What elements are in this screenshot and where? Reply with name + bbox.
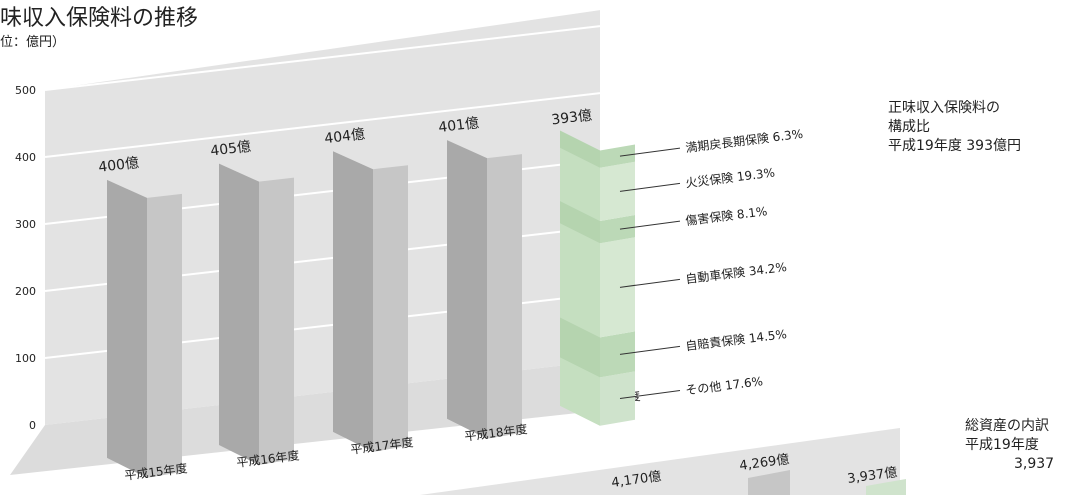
- composition-label: 自賠責保険 14.5%: [685, 326, 788, 353]
- chart2-value-label-1: 4,170億: [610, 468, 662, 491]
- composition-title-line-3: 平成19年度 393億円: [888, 138, 1021, 154]
- composition-segment-front: [560, 317, 600, 378]
- composition-segment: [600, 144, 635, 168]
- y-tick-label: 100: [15, 352, 36, 365]
- composition-segment-front: [560, 200, 600, 244]
- bar-value-label: 393億: [551, 108, 593, 129]
- composition-leader-line: [619, 220, 681, 230]
- bar-side: [147, 193, 182, 478]
- chart2-value-label-2: 4,269億: [738, 451, 790, 474]
- bar-front: [219, 163, 259, 465]
- composition-segment: [600, 161, 635, 221]
- bar-value-label: 401億: [438, 115, 480, 136]
- composition-segment: [600, 371, 635, 426]
- composition-segment-front: [560, 223, 600, 338]
- composition-label: 自動車保険 34.2%: [685, 260, 788, 286]
- bar-side: [487, 154, 522, 439]
- y-tick-label: 400: [15, 151, 36, 164]
- composition-segment: [600, 214, 635, 244]
- bar-front: [447, 140, 487, 439]
- bar-side: [259, 177, 294, 465]
- bar-value-label: 400億: [98, 155, 140, 176]
- y-tick-label: 500: [15, 84, 36, 97]
- bar-value-labels: 400億 405億 404億 401億 393億: [98, 108, 593, 176]
- composition-segment-front: [560, 130, 600, 168]
- composition-segment: [600, 237, 635, 338]
- composition-segment-front: [560, 147, 600, 221]
- chart2-subtitle-2: 3,937: [1014, 456, 1054, 472]
- y-axis-ticks: 0 100 200 300 400 500: [15, 84, 36, 432]
- chart2-value-label-3: 3,937億: [846, 464, 898, 487]
- chart-title: 味収入保険料の推移: [0, 6, 198, 31]
- grid-line: [44, 25, 601, 91]
- composition-leader-line: [619, 278, 681, 288]
- y-tick-label: 200: [15, 285, 36, 298]
- composition-labels: その他 17.6% 自賠責保険 14.5% 自動車保険 34.2% 傷害保険 8.1%…: [619, 127, 804, 400]
- bars: [107, 140, 522, 478]
- composition-leader-line: [619, 147, 681, 157]
- composition-leader-line: [619, 390, 681, 400]
- composition-segment-front: [560, 357, 600, 426]
- grid-line: [44, 92, 601, 158]
- composition-leader-line: [619, 345, 681, 355]
- y-tick-label: 0: [29, 419, 36, 432]
- composition-label: 満期戻長期保険 6.3%: [685, 127, 804, 155]
- bar-front: [333, 151, 373, 452]
- composition-title-line-2: 構成比: [888, 119, 930, 135]
- composition-label: 傷害保険 8.1%: [685, 203, 769, 228]
- composition-leader-line: [619, 182, 681, 192]
- chart2-subtitle-1: 平成19年度: [965, 437, 1039, 453]
- composition-segments: [560, 130, 635, 426]
- bar-side: [373, 165, 408, 452]
- bar-value-label: 404億: [324, 126, 366, 147]
- chart2-title: 総資産の内訳: [965, 418, 1049, 434]
- y-tick-label: 300: [15, 218, 36, 231]
- chart2-bar: [748, 470, 790, 495]
- composition-title-line-1: 正味収入保険料の: [888, 100, 1000, 116]
- composition-label: その他 17.6%: [685, 374, 764, 397]
- bar-value-label: 405億: [210, 139, 252, 160]
- composition-label: 火災保険 19.3%: [685, 165, 776, 190]
- chart-subtitle: 位：億円）: [0, 34, 65, 50]
- chart2-bar-green: [866, 479, 906, 495]
- bar-front: [107, 179, 147, 478]
- composition-segment: [600, 331, 635, 378]
